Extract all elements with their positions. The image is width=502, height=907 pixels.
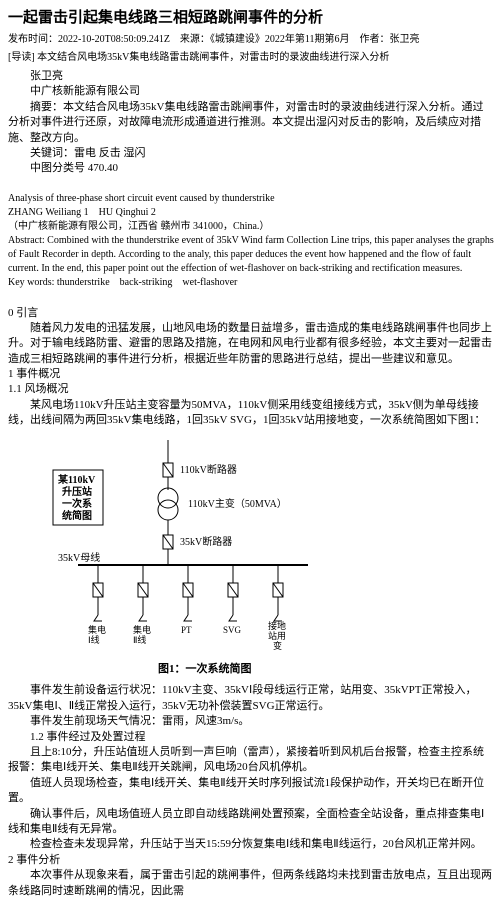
feeder-1-label-l1: 集电 [88,624,106,635]
sec-2-para: 本次事件从现象来看，属于雷击引起的跳闸事件，但两条线路均未找到雷击放电点，互且出… [8,868,494,899]
sec-1-2-para-d: 检查检查未发现异常，升压站于当天15:59分恢复集电Ⅰ线和集电Ⅱ线运行，20台风… [8,837,494,852]
box-l3: 一次系 [62,497,92,510]
sec-2-heading: 2 事件分析 [8,853,494,868]
feeder-2-label-l2: Ⅱ线 [133,634,146,645]
sec-1-1-heading: 1.1 风场概况 [8,382,494,397]
feeder-1: 集电 Ⅰ线 [88,565,106,645]
keywords-cn: 关键词：雷电 反击 湿闪 [8,146,494,161]
sec-1-heading: 1 事件概况 [8,367,494,382]
event-para-1: 事件发生前设备运行状况：110kV主变、35kVⅠ段母线运行正常，站用变、35k… [8,683,494,714]
author-block: 张卫亮 中广核新能源有限公司 摘要：本文结合风电场35kV集电线路雷击跳闸事件，… [8,69,494,177]
busbar-label: 35kV母线 [58,551,100,564]
en-keywords: Key words: thunderstrike back-striking w… [8,276,494,290]
affiliation: 中广核新能源有限公司 [8,84,494,99]
en-title: Analysis of three-phase short circuit ev… [8,192,494,206]
sec-0-heading: 0 引言 [8,306,494,321]
classify-code: 中图分类号 470.40 [8,161,494,176]
sec-1-1-para: 某风电场110kV升压站主变容量为50MVA，110kV侧采用线变组接线方式，3… [8,398,494,429]
sec-1-2-para-b: 值班人员现场检查，集电Ⅰ线开关、集电Ⅱ线开关时序列报试流1段保护动作，开关均已在… [8,776,494,807]
sec-1-2-para-a: 且上8:10分，升压站值班人员听到一声巨响（雷声），紧接着听到风机后台报警，检查… [8,745,494,776]
article-title: 一起雷击引起集电线路三相短路跳闸事件的分析 [8,8,494,29]
feeder-svg-label: SVG [223,625,242,635]
feeder-g-l2: 站用 [268,630,286,641]
breaker-35-label: 35kV断路器 [180,535,232,548]
feeder-1-label-l2: Ⅰ线 [88,634,100,645]
feeder-2: 集电 Ⅱ线 [133,565,151,645]
abstract-lead: [导读] 本文结合风电场35kV集电线路雷击跳闸事件，对雷击时的录波曲线进行深入… [8,51,494,65]
figure-1-caption: 图1：一次系统简图 [158,662,494,677]
feeder-ground: 接地 站用 变 [268,565,286,651]
feeder-g-l1: 接地 [268,620,286,631]
author-name: 张卫亮 [8,69,494,84]
event-para-2: 事件发生前现场天气情况：雷雨，风速3m/s。 [8,714,494,729]
feeder-svg: SVG [223,565,242,635]
summary-cn: 摘要：本文结合风电场35kV集电线路雷击跳闸事件，对雷击时的录波曲线进行深入分析… [8,100,494,146]
diagram-svg: 某110kV 升压站 一次系 统简图 110kV断路器 110kV主变（50MV… [48,435,348,655]
box-l4: 统简图 [62,509,92,522]
en-abstract: Abstract: Combined with the thunderstrik… [8,234,494,276]
sec-1-2-heading: 1.2 事件经过及处置过程 [8,730,494,745]
sec-0-para: 随着风力发电的迅猛发展，山地风电场的数量日益增多，雷击造成的集电线路跳闸事件也同… [8,321,494,367]
box-l1: 某110kV [58,473,96,486]
transformer-label: 110kV主变（50MVA） [188,497,287,510]
en-affiliation: （中广核新能源有限公司，江西省 赣州市 341000，China.） [8,220,494,234]
system-diagram: 某110kV 升压站 一次系 统简图 110kV断路器 110kV主变（50MV… [48,435,494,678]
feeder-pt: PT [181,565,193,635]
en-authors: ZHANG Weiliang 1 HU Qinghui 2 [8,206,494,220]
feeder-pt-label: PT [181,625,192,635]
breaker-110-label: 110kV断路器 [180,463,237,476]
publish-meta: 发布时间：2022-10-20T08:50:09.241Z 来源：《城镇建设》2… [8,33,494,47]
sec-1-2-para-c: 确认事件后，风电场值班人员立即自动线路跳闸处置预案，全面检查全站设备，重点排查集… [8,807,494,838]
feeder-2-label-l1: 集电 [133,624,151,635]
box-l2: 升压站 [62,485,92,498]
